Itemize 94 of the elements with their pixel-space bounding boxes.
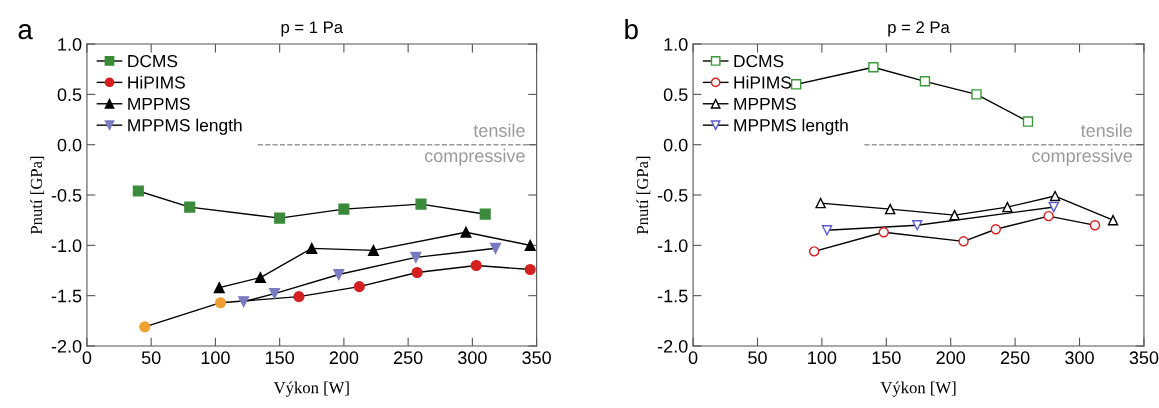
annotation: compressive	[1032, 148, 1133, 166]
point	[293, 291, 305, 303]
point	[1048, 201, 1059, 213]
x-tick-label: 0	[82, 351, 92, 365]
point	[868, 62, 879, 73]
point	[919, 76, 931, 87]
point	[460, 226, 472, 238]
x-tick-label: 250	[1000, 351, 1030, 365]
y-tick-label: 1.0	[664, 38, 688, 51]
annotation: compressive	[424, 148, 525, 166]
point	[214, 297, 227, 309]
point	[912, 220, 923, 231]
x-tick-label: 200	[329, 351, 359, 365]
x-tick-label: 0	[688, 351, 698, 365]
point	[1049, 190, 1061, 202]
point	[815, 197, 826, 209]
y-tick-label: -2.0	[51, 339, 82, 353]
point	[884, 203, 896, 215]
point	[268, 288, 281, 300]
point	[949, 209, 960, 221]
y-tick-label: 1.0	[58, 38, 82, 51]
point	[470, 259, 482, 272]
x-tick-label: 50	[748, 351, 767, 365]
legend-label: HiPIMS	[734, 75, 792, 89]
legend-label: HiPIMS	[128, 75, 185, 89]
chart-title: p = 1 Pa	[281, 21, 344, 37]
text: b	[625, 18, 638, 40]
point	[139, 321, 151, 333]
legend-label: DCMS	[734, 54, 784, 68]
y-tick-label: 0.0	[663, 138, 688, 152]
y-tick-label: -1.0	[657, 239, 688, 253]
point	[254, 271, 266, 284]
point	[1043, 210, 1054, 222]
y-tick-label: 0.5	[663, 88, 688, 102]
legend-label: MPPMS length	[734, 118, 848, 135]
point	[367, 244, 379, 256]
x-tick-label: 250	[393, 351, 423, 365]
y-tick-label: 0.0	[57, 138, 82, 152]
point	[524, 263, 536, 276]
point	[489, 242, 502, 254]
y-tick-label: -2.0	[657, 339, 688, 353]
text: a	[18, 24, 33, 40]
point	[415, 198, 427, 210]
point	[410, 251, 422, 263]
x-tick-label: 350	[522, 351, 551, 365]
y-tick-label: -1.5	[657, 289, 688, 303]
point	[479, 208, 491, 220]
point	[971, 89, 982, 100]
point	[238, 296, 250, 308]
x-tick-label: 300	[458, 351, 487, 365]
point	[411, 266, 423, 279]
y-tick-label: -1.0	[51, 239, 82, 253]
point	[821, 225, 833, 236]
point	[306, 242, 318, 254]
point	[808, 246, 820, 257]
x-tick-label: 100	[808, 351, 837, 365]
point	[184, 201, 196, 213]
legend-label: DCMS	[128, 54, 178, 68]
point	[338, 203, 350, 215]
point	[1002, 201, 1013, 213]
y-tick-label: -1.5	[51, 289, 82, 303]
x-tick-label: 150	[872, 351, 901, 365]
point	[958, 236, 969, 247]
x-axis-title: Výkon [W]	[273, 381, 349, 397]
point	[790, 79, 802, 90]
legend-label: MPPMS	[128, 97, 190, 111]
y-tick-label: 0.5	[57, 88, 82, 102]
legend-label: MPPMS length	[128, 118, 242, 135]
point	[1089, 220, 1101, 231]
y-tick-label: -0.5	[51, 188, 82, 202]
x-tick-label: 100	[201, 351, 230, 365]
y-axis-title: Pnutí [GPa]	[636, 156, 651, 235]
x-tick-label: 350	[1129, 351, 1159, 365]
x-axis-title: Výkon [W]	[880, 381, 956, 397]
chart-title: p = 2 Pa	[888, 21, 950, 37]
point	[274, 212, 286, 224]
legend-label: MPPMS	[734, 97, 796, 111]
ref-line-label: tensile	[1080, 123, 1133, 137]
point	[524, 239, 536, 251]
point	[1022, 116, 1034, 127]
point	[353, 281, 365, 293]
point	[878, 227, 889, 238]
point	[1107, 214, 1119, 226]
ref-line-label: tensile	[473, 123, 525, 137]
point	[132, 185, 144, 197]
point	[213, 282, 225, 294]
y-tick-label: -0.5	[657, 188, 688, 202]
y-axis-title: Pnutí [GPa]	[30, 156, 45, 235]
x-tick-label: 50	[141, 351, 161, 365]
x-tick-label: 150	[265, 351, 295, 365]
x-tick-label: 300	[1065, 351, 1094, 365]
x-tick-label: 200	[936, 351, 966, 365]
point	[333, 268, 345, 281]
point	[990, 224, 1002, 235]
